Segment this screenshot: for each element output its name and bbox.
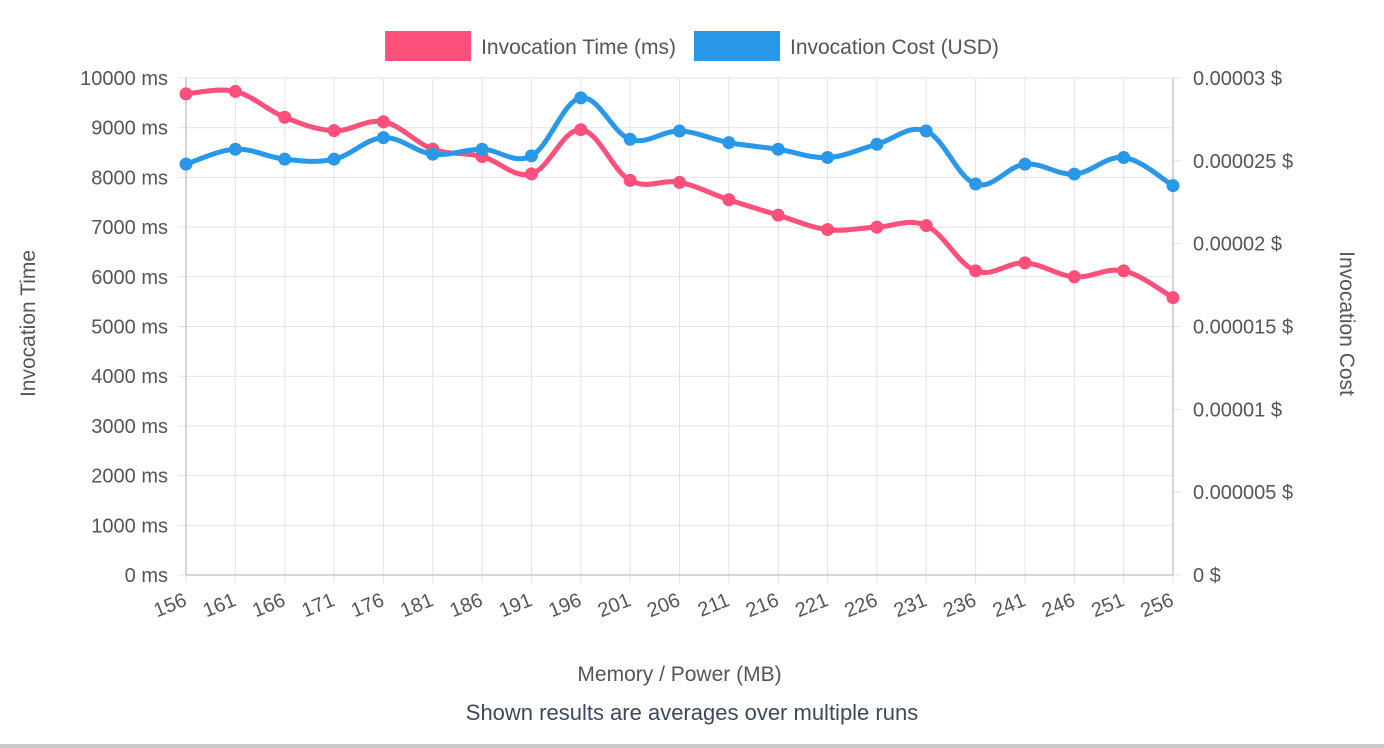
- y-tick-label-left: 8000 ms: [91, 167, 168, 189]
- data-point: [475, 142, 489, 156]
- data-point: [722, 193, 736, 207]
- data-point: [1018, 157, 1032, 171]
- data-point: [327, 124, 341, 138]
- y-tick-label-left: 0 ms: [125, 565, 168, 587]
- data-point: [1018, 256, 1032, 270]
- data-point: [179, 157, 193, 171]
- x-tick-label: 226: [842, 589, 881, 622]
- data-point: [179, 87, 193, 101]
- x-tick-label: 166: [249, 589, 288, 622]
- data-point: [1166, 179, 1180, 193]
- x-tick-label: 251: [1088, 589, 1127, 622]
- data-point: [919, 124, 933, 138]
- data-point: [228, 142, 242, 156]
- legend-swatch: [385, 31, 472, 61]
- y-tick-label-right: 0.00003 $: [1193, 68, 1282, 90]
- data-point: [1067, 270, 1081, 284]
- x-tick-label: 161: [200, 589, 239, 622]
- x-tick-label: 201: [595, 589, 634, 622]
- data-point: [1117, 264, 1131, 278]
- y-tick-label-left: 7000 ms: [91, 217, 168, 239]
- x-tick-label: 171: [299, 589, 338, 622]
- data-point: [574, 123, 588, 137]
- data-point: [524, 149, 538, 163]
- legend-swatch: [693, 31, 780, 61]
- y-axis-title-right: Invocation Cost: [1335, 251, 1358, 396]
- data-point: [870, 220, 884, 234]
- data-point: [278, 152, 292, 166]
- x-tick-label: 156: [151, 589, 190, 622]
- data-point: [919, 219, 933, 233]
- data-point: [821, 151, 835, 165]
- data-point: [1166, 291, 1180, 305]
- data-point: [870, 137, 884, 151]
- y-tick-label-left: 10000 ms: [80, 68, 168, 90]
- data-point: [969, 264, 983, 278]
- y-tick-label-left: 2000 ms: [91, 466, 168, 488]
- data-point: [1117, 151, 1131, 165]
- y-tick-label-left: 9000 ms: [91, 118, 168, 140]
- x-tick-label: 246: [1039, 589, 1078, 622]
- data-point: [327, 152, 341, 166]
- y-axis-title-left: Invocation Time: [17, 250, 40, 397]
- footnote: Shown results are averages over multiple…: [465, 700, 919, 725]
- data-point: [524, 167, 538, 181]
- y-tick-label-left: 3000 ms: [91, 416, 168, 438]
- y-tick-label-right: 0 $: [1193, 565, 1221, 587]
- data-point: [623, 173, 637, 187]
- x-tick-label: 236: [940, 589, 979, 622]
- data-point: [673, 175, 686, 189]
- x-tick-label: 176: [348, 589, 387, 622]
- data-point: [1067, 167, 1081, 181]
- data-point: [228, 84, 242, 98]
- legend-label: Invocation Time (ms): [481, 36, 676, 59]
- y-tick-label-left: 1000 ms: [91, 515, 168, 537]
- x-tick-label: 186: [447, 589, 486, 622]
- x-tick-label: 221: [792, 589, 831, 622]
- data-point: [623, 132, 637, 146]
- y-tick-label-left: 6000 ms: [91, 267, 168, 289]
- x-tick-label: 241: [990, 589, 1029, 622]
- x-tick-label: 181: [397, 589, 436, 622]
- x-tick-label: 231: [891, 589, 930, 622]
- data-point: [574, 91, 588, 105]
- x-tick-label: 206: [644, 589, 683, 622]
- data-point: [426, 147, 440, 161]
- x-tick-label: 216: [743, 589, 782, 622]
- y-tick-label-left: 4000 ms: [91, 366, 168, 388]
- data-point: [969, 177, 983, 191]
- y-tick-label-right: 0.000015 $: [1193, 317, 1293, 339]
- data-point: [278, 110, 292, 124]
- data-point: [722, 136, 736, 150]
- y-tick-label-right: 0.00002 $: [1193, 234, 1282, 256]
- data-point: [771, 208, 785, 222]
- y-tick-label-right: 0.00001 $: [1193, 399, 1282, 421]
- legend-label: Invocation Cost (USD): [790, 36, 999, 59]
- data-point: [771, 142, 785, 156]
- y-tick-label-left: 5000 ms: [91, 317, 168, 339]
- x-tick-label: 211: [695, 589, 733, 621]
- data-point: [376, 115, 390, 129]
- y-tick-label-right: 0.000025 $: [1193, 151, 1293, 173]
- y-tick-label-right: 0.000005 $: [1193, 482, 1293, 504]
- data-point: [821, 223, 835, 237]
- x-tick-label: 196: [545, 589, 584, 622]
- data-point: [376, 131, 390, 145]
- x-axis-title: Memory / Power (MB): [577, 663, 781, 686]
- data-point: [673, 124, 686, 138]
- x-tick-label: 256: [1138, 589, 1177, 622]
- x-tick-label: 191: [496, 589, 535, 622]
